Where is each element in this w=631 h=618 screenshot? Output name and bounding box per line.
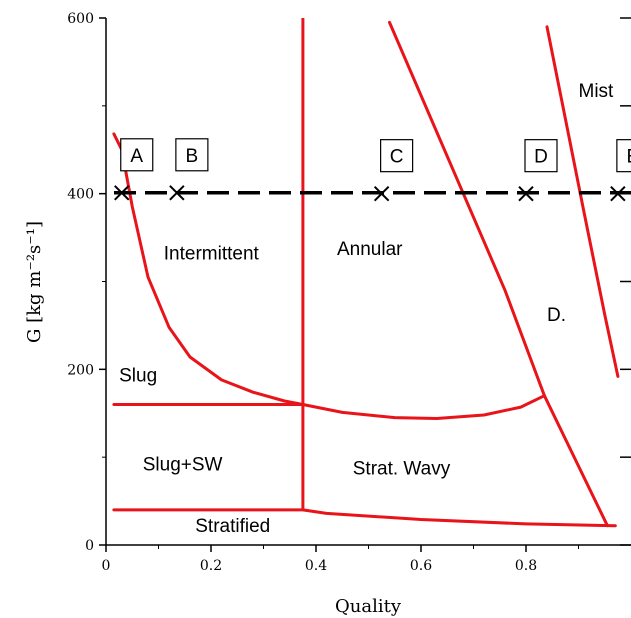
point-labels: A B C D E xyxy=(120,138,631,173)
region-label: Intermittent xyxy=(164,244,260,265)
x-tick-label: 0 xyxy=(102,558,111,574)
point-label-text: A xyxy=(130,146,143,167)
region-label: Slug+SW xyxy=(143,454,223,475)
point-label-box: D xyxy=(524,139,558,173)
boundary-curves xyxy=(112,18,620,528)
point-label-text: C xyxy=(390,147,404,168)
x-marker xyxy=(518,185,534,202)
boundary-curve xyxy=(112,508,617,528)
x-tick-label: 0.2 xyxy=(200,558,222,574)
point-label-box: C xyxy=(380,139,414,173)
x-ticks: 0 0.2 0.4 0.6 0.8 xyxy=(102,545,579,574)
region-label: Mist xyxy=(579,81,615,102)
region-label: Slug xyxy=(119,366,157,387)
y-ticks: 0 200 400 600 xyxy=(67,11,106,554)
boundary-curve xyxy=(301,394,546,420)
point-label-text: E xyxy=(627,147,631,168)
region-label: Strat. Wavy xyxy=(353,459,451,480)
y-tick-label: 200 xyxy=(67,362,94,378)
boundary-curve xyxy=(112,132,305,406)
region-label: D. xyxy=(547,305,566,326)
point-label-text: B xyxy=(186,146,199,167)
boundary-curve xyxy=(388,20,609,528)
region-labels: Intermittent Annular Mist D. Slug Slug+SW Stra… xyxy=(119,81,614,537)
x-tick-label: 0.4 xyxy=(305,558,327,574)
y-tick-label: 600 xyxy=(67,11,94,27)
boundary-curve xyxy=(545,25,620,378)
x-marker xyxy=(373,185,390,202)
x-tick-label: 0.6 xyxy=(410,558,432,574)
y-tick-label: 0 xyxy=(85,538,94,554)
x-tick-label: 0.8 xyxy=(515,558,537,574)
region-label: Stratified xyxy=(195,516,270,537)
right-edge-ticks xyxy=(620,17,631,546)
point-label-text: D xyxy=(534,147,548,168)
x-axis-title: Quality xyxy=(335,596,402,617)
y-tick-label: 400 xyxy=(67,187,94,203)
data-series xyxy=(114,185,631,202)
point-label-box: B xyxy=(175,138,209,172)
point-label-box: A xyxy=(120,138,154,172)
x-marker xyxy=(114,185,130,201)
region-label: Annular xyxy=(337,239,403,260)
x-marker xyxy=(610,185,626,202)
point-label-box: E xyxy=(616,139,631,173)
x-marker xyxy=(169,185,185,201)
y-axis-title: G [kg m⁻²s⁻¹] xyxy=(24,221,45,343)
